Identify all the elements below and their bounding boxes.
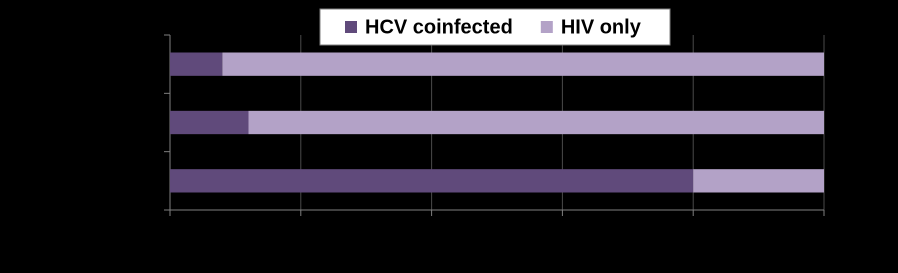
bar-segment xyxy=(222,52,824,76)
legend-swatch xyxy=(540,21,553,33)
bar-segment xyxy=(170,110,249,135)
bar-segment xyxy=(693,169,824,193)
legend-box xyxy=(319,8,671,46)
legend-swatch xyxy=(345,21,357,33)
legend-label: HCV coinfected xyxy=(365,16,513,38)
bar-segment xyxy=(170,52,223,76)
bar-segment xyxy=(248,110,825,135)
legend-label: HIV only xyxy=(561,16,642,38)
bar-segment xyxy=(170,169,694,193)
